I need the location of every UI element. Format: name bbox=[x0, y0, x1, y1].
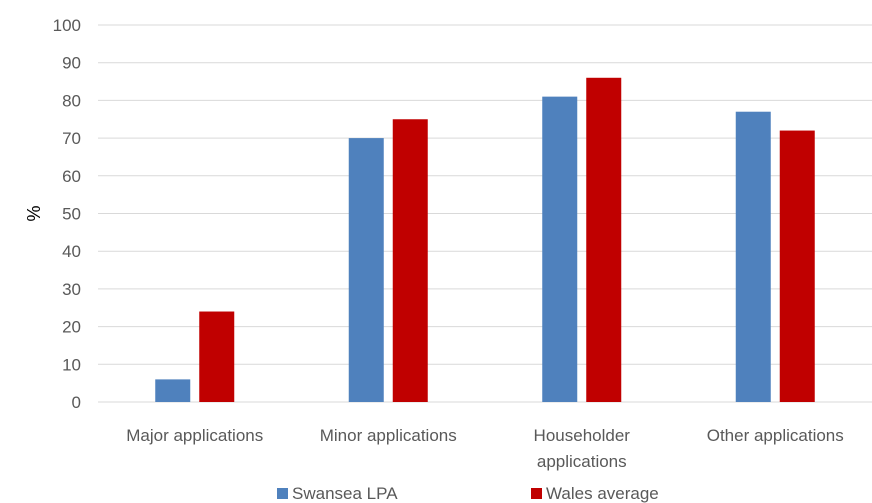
legend-label: Swansea LPA bbox=[292, 484, 398, 503]
bar bbox=[348, 138, 384, 402]
x-axis-categories: Major applications Minor applications Hous… bbox=[126, 426, 844, 471]
y-tick-label: 40 bbox=[62, 242, 81, 261]
y-tick-label: 90 bbox=[62, 54, 81, 73]
legend-swatch bbox=[531, 488, 542, 499]
y-tick-label: 50 bbox=[62, 205, 81, 224]
legend-swatch bbox=[277, 488, 288, 499]
bar bbox=[735, 111, 771, 403]
bar bbox=[199, 311, 235, 402]
y-tick-label: 80 bbox=[62, 91, 81, 110]
y-tick-label: 20 bbox=[62, 318, 81, 337]
y-tick-label: 0 bbox=[72, 393, 81, 412]
x-category-label: Householder applications bbox=[534, 426, 631, 471]
bar bbox=[586, 77, 622, 402]
x-category-label: Other applications bbox=[707, 426, 844, 445]
legend-label: Wales average bbox=[546, 484, 659, 503]
y-tick-label: 30 bbox=[62, 280, 81, 299]
bar bbox=[542, 96, 578, 402]
x-category-label-line: Major applications bbox=[126, 426, 263, 445]
y-tick-label: 60 bbox=[62, 167, 81, 186]
x-category-label-line: Other applications bbox=[707, 426, 844, 445]
y-axis-ticks: 0 10 20 30 40 50 60 70 80 90 100 bbox=[53, 16, 81, 412]
y-tick-label: 70 bbox=[62, 129, 81, 148]
x-category-label-line: applications bbox=[537, 452, 627, 471]
bar bbox=[392, 119, 428, 402]
x-category-label-line: Minor applications bbox=[320, 426, 457, 445]
y-axis-title: % bbox=[24, 205, 44, 221]
x-category-label-line: Householder bbox=[534, 426, 631, 445]
bar bbox=[779, 130, 815, 402]
legend: Swansea LPA Wales average bbox=[277, 484, 659, 503]
bars bbox=[155, 77, 815, 403]
y-tick-label: 10 bbox=[62, 355, 81, 374]
y-tick-label: 100 bbox=[53, 16, 81, 35]
x-category-label: Minor applications bbox=[320, 426, 457, 445]
x-category-label: Major applications bbox=[126, 426, 263, 445]
bar bbox=[155, 379, 191, 402]
